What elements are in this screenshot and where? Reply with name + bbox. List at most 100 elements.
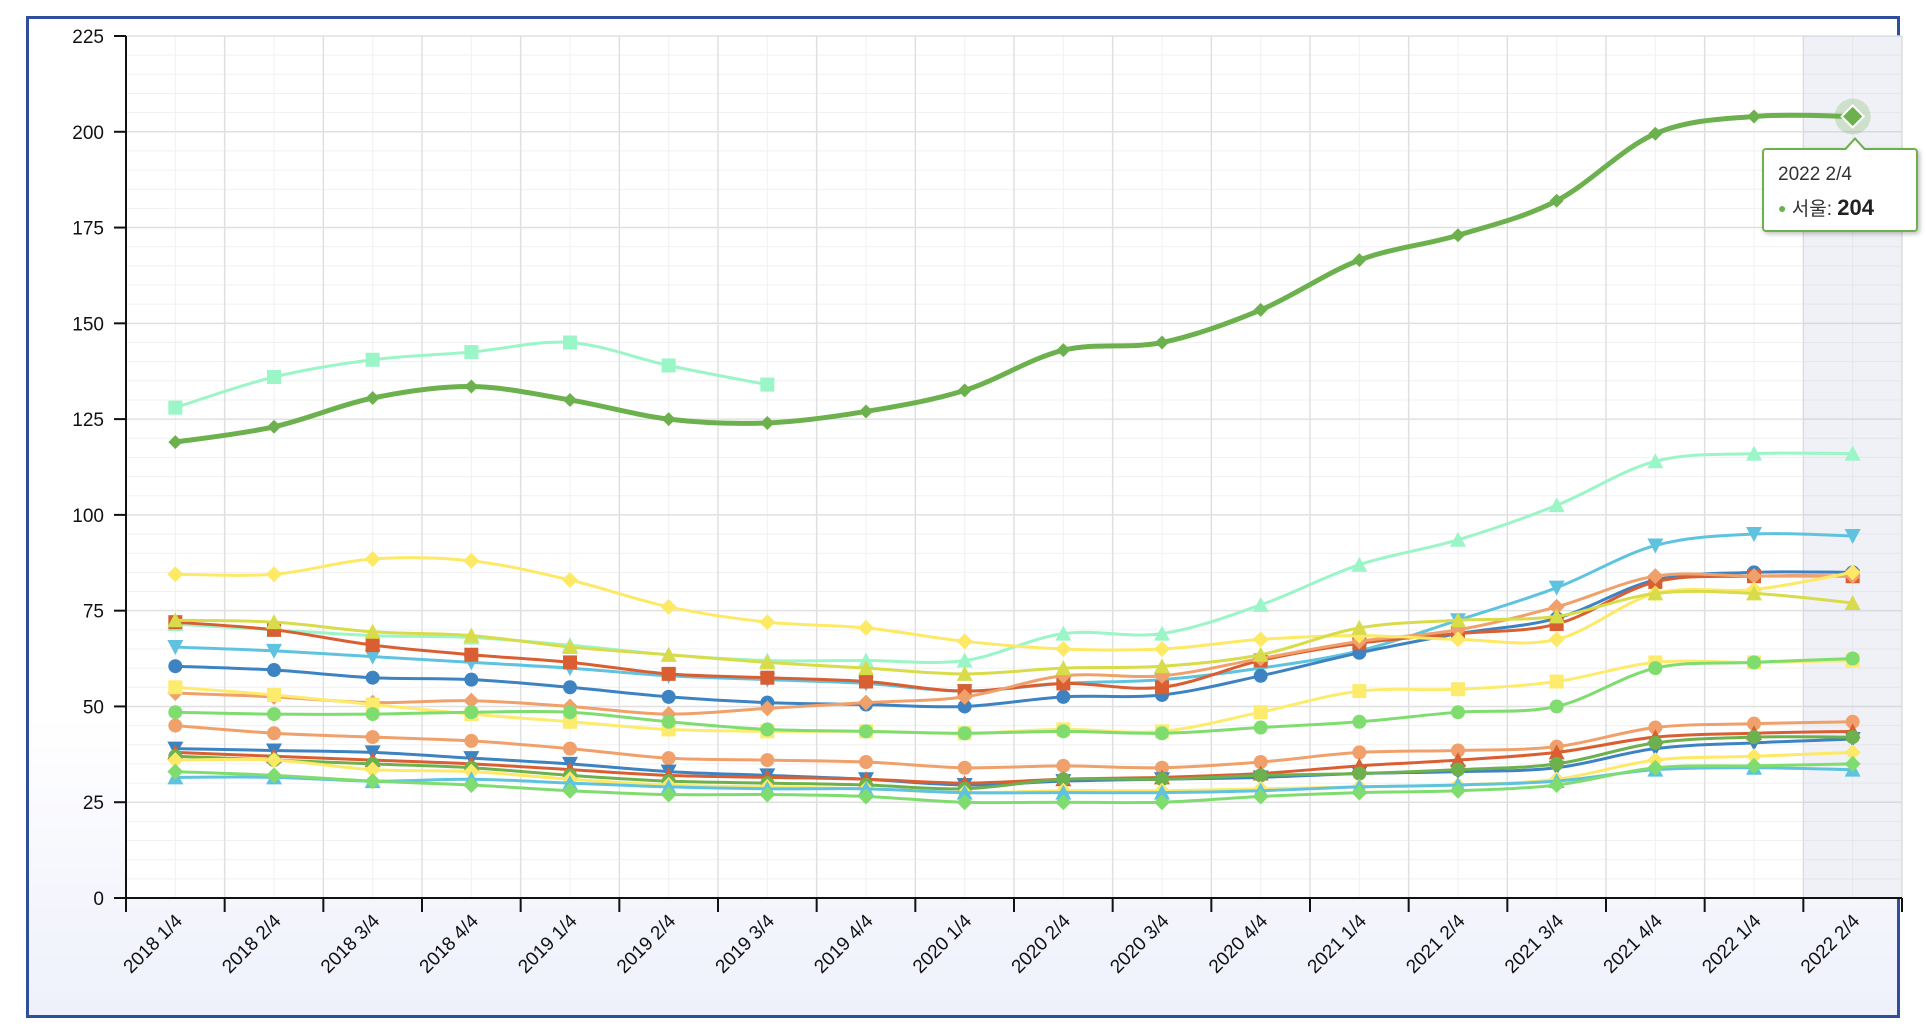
data-point xyxy=(1549,699,1564,714)
data-point xyxy=(1451,682,1465,697)
data-point xyxy=(858,780,874,796)
data-point xyxy=(1548,631,1565,648)
data-point xyxy=(167,763,184,780)
data-point xyxy=(1154,658,1170,674)
data-point xyxy=(1746,568,1762,585)
data-point xyxy=(365,670,380,685)
x-tick-label: 2019 1/4 xyxy=(514,910,581,977)
data-point xyxy=(365,707,380,722)
data-point xyxy=(660,778,677,794)
data-point xyxy=(364,761,381,778)
series-line xyxy=(173,766,1855,795)
x-tick-label: 2021 4/4 xyxy=(1600,910,1667,977)
data-point xyxy=(464,672,479,687)
x-tick-label: 2021 3/4 xyxy=(1501,910,1568,977)
data-point xyxy=(267,369,281,384)
data-point xyxy=(1450,612,1466,628)
data-point xyxy=(1548,497,1565,513)
data-point xyxy=(266,752,282,769)
series-10 xyxy=(168,651,1860,741)
data-point xyxy=(563,335,577,350)
tooltip-value: 204 xyxy=(1837,195,1874,220)
data-point xyxy=(1055,660,1072,676)
data-point xyxy=(1549,674,1564,689)
data-point xyxy=(956,784,973,800)
x-tick-label: 2020 3/4 xyxy=(1106,910,1173,977)
data-point xyxy=(956,633,973,650)
data-point xyxy=(1647,538,1664,554)
data-point xyxy=(858,694,874,711)
y-tick-label: 200 xyxy=(72,123,104,144)
x-tick-label: 2018 3/4 xyxy=(317,910,384,977)
data-point xyxy=(661,666,676,681)
data-point xyxy=(1056,772,1071,787)
data-point xyxy=(364,649,381,665)
hover-point xyxy=(1840,104,1866,129)
data-point xyxy=(1747,716,1761,731)
data-point xyxy=(364,623,381,639)
data-point xyxy=(956,652,973,668)
data-point xyxy=(1451,762,1465,777)
data-point xyxy=(167,640,184,656)
data-point xyxy=(1056,724,1071,739)
data-point xyxy=(1352,766,1367,781)
data-point xyxy=(1844,744,1861,761)
data-point xyxy=(858,652,874,668)
data-point xyxy=(267,726,281,741)
hover-marker xyxy=(1834,98,1871,135)
data-point xyxy=(464,705,479,720)
data-point xyxy=(365,352,380,367)
data-point xyxy=(858,619,874,636)
series-layer xyxy=(167,109,1861,811)
tooltip-date: 2022 2/4 xyxy=(1778,164,1852,185)
data-point xyxy=(168,659,183,674)
data-point xyxy=(1155,335,1169,350)
data-point xyxy=(563,714,577,729)
y-tick-label: 150 xyxy=(72,314,104,335)
data-point xyxy=(760,753,775,768)
data-point xyxy=(1155,680,1169,695)
data-point xyxy=(266,767,282,784)
y-tick-label: 225 xyxy=(72,27,104,48)
x-tick-label: 2020 1/4 xyxy=(909,910,976,977)
data-point xyxy=(365,730,380,745)
series-line xyxy=(173,720,1855,770)
y-tick-label: 75 xyxy=(83,602,104,623)
data-point xyxy=(464,379,479,394)
data-point xyxy=(1845,714,1860,729)
x-tick-label: 2019 4/4 xyxy=(810,910,877,977)
data-point xyxy=(661,358,676,373)
data-point xyxy=(1647,759,1664,776)
data-point xyxy=(1548,744,1565,760)
data-point xyxy=(266,614,282,630)
data-point xyxy=(1549,756,1564,771)
data-point xyxy=(266,566,282,583)
x-tick-label: 2020 2/4 xyxy=(1008,910,1075,977)
data-point xyxy=(562,639,578,655)
x-tick-label: 2021 1/4 xyxy=(1304,910,1371,977)
x-tick-label: 2018 2/4 xyxy=(218,910,285,977)
data-point xyxy=(563,392,577,407)
data-point xyxy=(1747,109,1761,124)
data-point xyxy=(1352,684,1367,699)
data-point xyxy=(1746,748,1762,765)
data-point xyxy=(1844,564,1861,581)
data-point xyxy=(364,550,381,567)
data-point xyxy=(1548,598,1565,615)
data-point xyxy=(1548,580,1565,596)
data-point xyxy=(1055,794,1072,811)
data-point xyxy=(563,655,577,670)
data-point xyxy=(562,782,578,799)
data-point xyxy=(760,377,775,392)
data-point xyxy=(1844,528,1861,544)
data-point xyxy=(1253,302,1268,317)
data-point xyxy=(859,754,873,769)
data-point xyxy=(562,572,578,589)
data-point xyxy=(858,788,874,805)
data-point xyxy=(1451,743,1465,758)
tooltip: 2022 2/4 ● 서울: 204 xyxy=(1762,137,1918,232)
data-point xyxy=(1845,651,1860,666)
data-point xyxy=(168,680,183,695)
data-point xyxy=(267,663,281,678)
data-point xyxy=(957,383,972,398)
